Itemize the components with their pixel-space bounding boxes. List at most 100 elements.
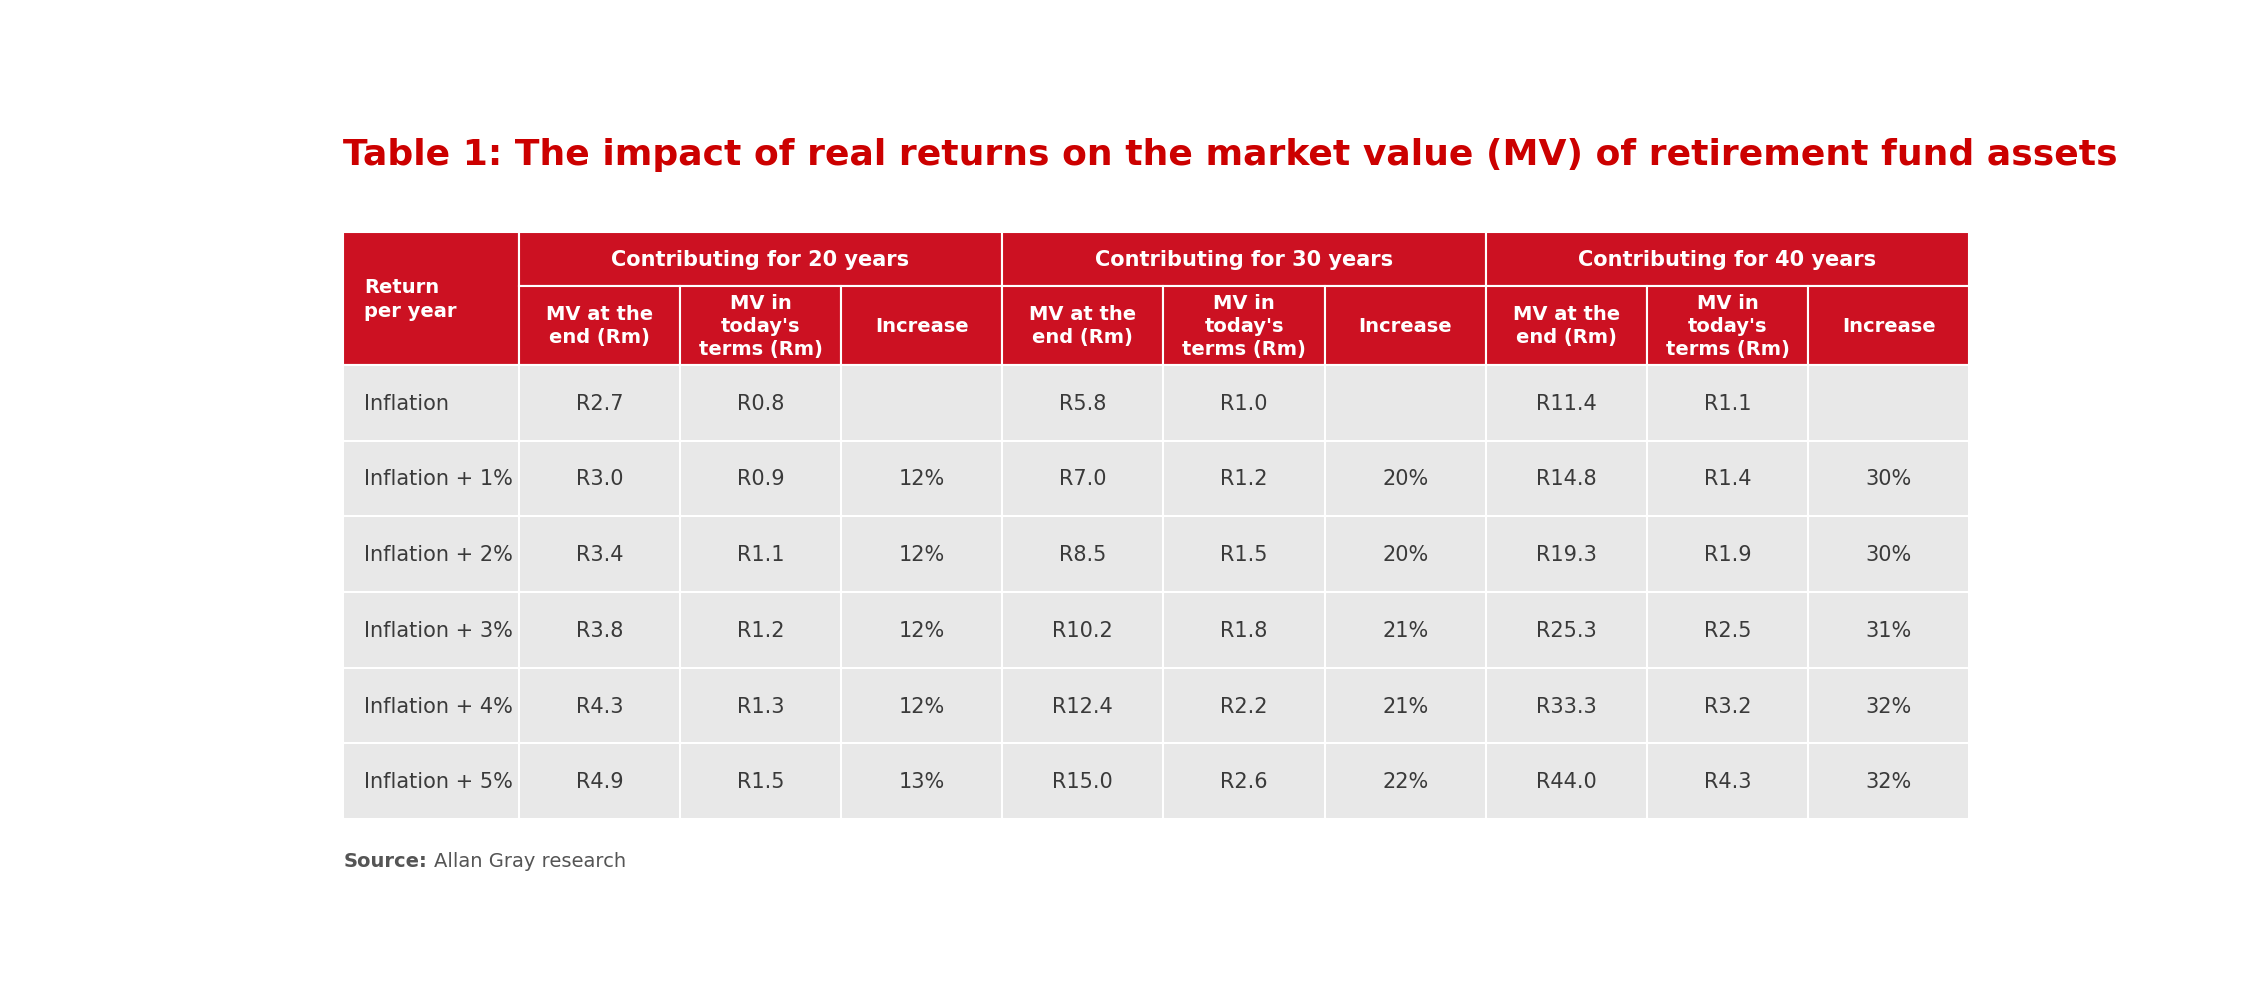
Text: R1.1: R1.1 [738, 545, 785, 565]
Text: 12%: 12% [898, 545, 945, 565]
Text: Inflation + 3%: Inflation + 3% [363, 620, 512, 640]
Text: R2.6: R2.6 [1220, 771, 1268, 791]
Text: Source:: Source: [343, 851, 426, 870]
Text: R15.0: R15.0 [1054, 771, 1112, 791]
Text: R33.3: R33.3 [1536, 696, 1597, 716]
Text: Contributing for 30 years: Contributing for 30 years [1094, 250, 1392, 270]
Text: R1.4: R1.4 [1703, 469, 1751, 489]
Bar [1324, 286, 1487, 365]
Bar [1647, 365, 1807, 441]
Bar [1002, 233, 1487, 286]
Text: Inflation + 4%: Inflation + 4% [363, 696, 512, 716]
Bar [679, 365, 841, 441]
Bar [519, 668, 679, 743]
Bar [1002, 441, 1164, 517]
Bar [841, 365, 1002, 441]
Text: R1.1: R1.1 [1703, 393, 1751, 413]
Text: Allan Gray research: Allan Gray research [433, 851, 627, 870]
Bar [1002, 668, 1164, 743]
Bar [1002, 743, 1164, 819]
Bar [519, 233, 1002, 286]
Text: Increase: Increase [875, 317, 968, 335]
Text: 32%: 32% [1866, 696, 1911, 716]
Bar [1164, 365, 1324, 441]
Text: MV in
today's
terms (Rm): MV in today's terms (Rm) [1665, 294, 1789, 358]
Bar [1002, 517, 1164, 593]
Text: Contributing for 40 years: Contributing for 40 years [1579, 250, 1877, 270]
Text: R4.9: R4.9 [575, 771, 623, 791]
Text: R1.3: R1.3 [738, 696, 785, 716]
Bar [519, 743, 679, 819]
Bar [343, 233, 519, 365]
Text: R3.8: R3.8 [575, 620, 623, 640]
Text: R1.8: R1.8 [1220, 620, 1268, 640]
Bar [1164, 743, 1324, 819]
Text: 30%: 30% [1866, 469, 1911, 489]
Text: R25.3: R25.3 [1536, 620, 1597, 640]
Text: 22%: 22% [1383, 771, 1428, 791]
Bar [841, 517, 1002, 593]
Bar [343, 593, 519, 668]
Text: R10.2: R10.2 [1054, 620, 1112, 640]
Text: 20%: 20% [1383, 545, 1428, 565]
Bar [1807, 668, 1969, 743]
Text: Increase: Increase [1358, 317, 1453, 335]
Bar [1807, 441, 1969, 517]
Bar [519, 441, 679, 517]
Text: R4.3: R4.3 [1703, 771, 1751, 791]
Bar [841, 286, 1002, 365]
Text: R1.2: R1.2 [1220, 469, 1268, 489]
Text: R44.0: R44.0 [1536, 771, 1597, 791]
Bar [1324, 441, 1487, 517]
Bar [1324, 743, 1487, 819]
Bar [1487, 517, 1647, 593]
Text: R19.3: R19.3 [1536, 545, 1597, 565]
Bar [1164, 668, 1324, 743]
Bar [679, 286, 841, 365]
Text: R1.5: R1.5 [738, 771, 785, 791]
Text: 13%: 13% [898, 771, 945, 791]
Text: R0.8: R0.8 [738, 393, 785, 413]
Bar [1487, 668, 1647, 743]
Bar [343, 365, 519, 441]
Bar [1324, 668, 1487, 743]
Bar [1487, 593, 1647, 668]
Text: Inflation: Inflation [363, 393, 449, 413]
Text: MV at the
end (Rm): MV at the end (Rm) [1514, 305, 1620, 347]
Bar [679, 668, 841, 743]
Text: R3.2: R3.2 [1703, 696, 1751, 716]
Text: R2.2: R2.2 [1220, 696, 1268, 716]
Bar [343, 441, 519, 517]
Text: MV at the
end (Rm): MV at the end (Rm) [1029, 305, 1137, 347]
Text: R1.9: R1.9 [1703, 545, 1751, 565]
Text: MV at the
end (Rm): MV at the end (Rm) [546, 305, 652, 347]
Bar [841, 668, 1002, 743]
Bar [1002, 593, 1164, 668]
Text: R2.5: R2.5 [1703, 620, 1751, 640]
Bar [1647, 668, 1807, 743]
Bar [1647, 743, 1807, 819]
Text: Table 1: The impact of real returns on the market value (MV) of retirement fund : Table 1: The impact of real returns on t… [343, 138, 2118, 173]
Bar [679, 517, 841, 593]
Bar [679, 743, 841, 819]
Bar [519, 286, 679, 365]
Text: Increase: Increase [1841, 317, 1936, 335]
Bar [679, 593, 841, 668]
Text: Contributing for 20 years: Contributing for 20 years [611, 250, 909, 270]
Bar [1647, 441, 1807, 517]
Text: 32%: 32% [1866, 771, 1911, 791]
Text: R3.0: R3.0 [575, 469, 623, 489]
Text: R2.7: R2.7 [575, 393, 623, 413]
Text: 20%: 20% [1383, 469, 1428, 489]
Bar [841, 593, 1002, 668]
Text: 31%: 31% [1866, 620, 1911, 640]
Text: R0.9: R0.9 [738, 469, 785, 489]
Bar [1487, 441, 1647, 517]
Bar [1807, 286, 1969, 365]
Bar [1487, 743, 1647, 819]
Bar [343, 517, 519, 593]
Bar [1647, 593, 1807, 668]
Bar [1487, 365, 1647, 441]
Text: R4.3: R4.3 [575, 696, 623, 716]
Text: 21%: 21% [1383, 620, 1428, 640]
